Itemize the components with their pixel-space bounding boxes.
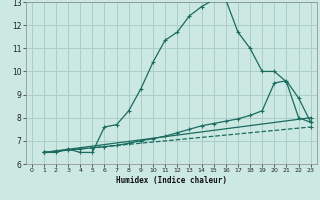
X-axis label: Humidex (Indice chaleur): Humidex (Indice chaleur) [116,176,227,185]
